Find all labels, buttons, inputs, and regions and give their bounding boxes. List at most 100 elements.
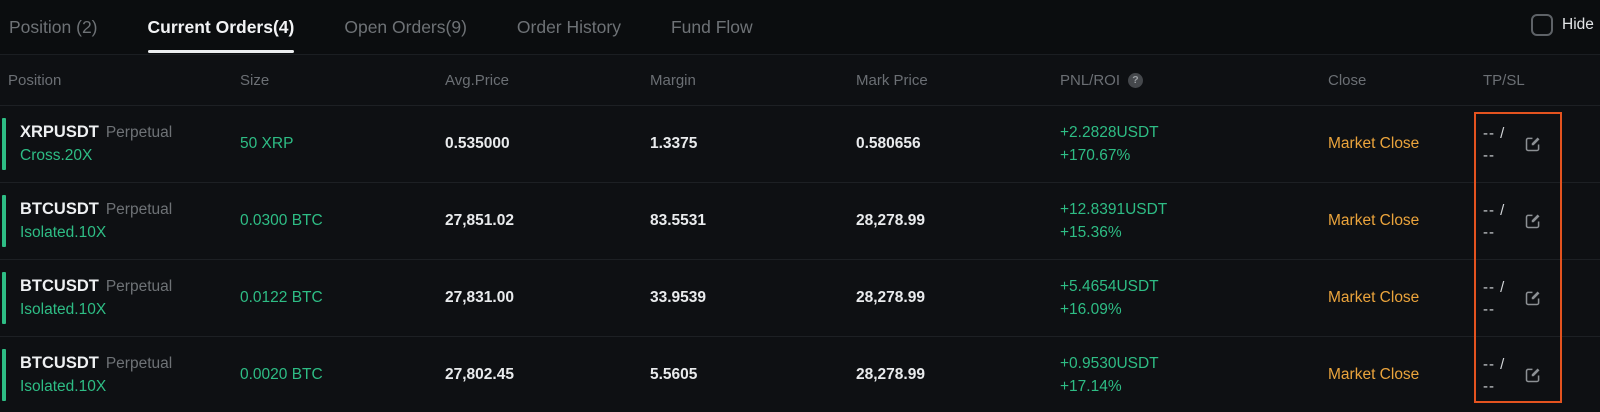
sl-value: --	[1483, 146, 1495, 164]
tp-value: -- /	[1483, 355, 1506, 373]
pnl-value: +12.8391USDT	[1060, 200, 1168, 218]
position-cell: BTCUSDT Perpetual Isolated.10X	[20, 183, 172, 259]
market-close-button[interactable]: Market Close	[1328, 289, 1420, 306]
sl-value: --	[1483, 300, 1495, 318]
pnl-value: +5.4654USDT	[1060, 277, 1159, 295]
market-close-button[interactable]: Market Close	[1328, 212, 1420, 229]
header-avg-price: Avg.Price	[445, 71, 509, 89]
table-row: XRPUSDT Perpetual Cross.20X 50 XRP 0.535…	[0, 106, 1600, 183]
table-row: BTCUSDT Perpetual Isolated.10X 0.0300 BT…	[0, 183, 1600, 260]
contract-type-label: Perpetual	[105, 124, 173, 141]
tab-label: Fund Flow	[670, 16, 753, 37]
size-value: 50 XRP	[240, 135, 294, 152]
margin-mode-label: Isolated.10X	[20, 378, 107, 395]
active-tab-underline	[147, 50, 295, 53]
mark-price-value: 28,278.99	[856, 212, 925, 229]
roi-value: +17.14%	[1060, 377, 1122, 395]
position-cell: BTCUSDT Perpetual Isolated.10X	[20, 337, 172, 412]
table-row: BTCUSDT Perpetual Isolated.10X 0.0122 BT…	[0, 260, 1600, 337]
margin-value: 1.3375	[650, 135, 698, 152]
long-position-indicator-bar	[2, 272, 6, 324]
roi-value: +16.09%	[1060, 300, 1122, 318]
header-margin: Margin	[650, 71, 696, 89]
symbol-label: BTCUSDT	[20, 354, 99, 372]
long-position-indicator-bar	[2, 195, 6, 247]
tab-fund-flow[interactable]: Fund Flow	[671, 0, 753, 54]
header-close: Close	[1328, 71, 1367, 89]
help-icon[interactable]: ?	[1128, 72, 1144, 88]
header-mark-price: Mark Price	[856, 71, 928, 89]
market-close-button[interactable]: Market Close	[1328, 366, 1420, 383]
symbol-label: XRPUSDT	[20, 123, 99, 141]
hide-checkbox[interactable]	[1531, 14, 1553, 36]
header-pnl-roi-label: PNL/ROI	[1060, 71, 1121, 89]
hide-toggle-group: Hide	[1531, 14, 1594, 36]
tab-current-orders[interactable]: Current Orders(4)	[147, 0, 295, 54]
header-tp-sl: TP/SL	[1483, 71, 1525, 89]
margin-value: 33.9539	[650, 289, 707, 306]
tab-order-history[interactable]: Order History	[517, 0, 621, 54]
pnl-value: +0.9530USDT	[1060, 354, 1159, 372]
table-row: BTCUSDT Perpetual Isolated.10X 0.0020 BT…	[0, 337, 1600, 412]
mark-price-value: 28,278.99	[856, 366, 925, 383]
tp-sl-cell: -- / --	[1483, 183, 1505, 259]
size-value: 0.0122 BTC	[240, 289, 323, 306]
avg-price-value: 27,802.45	[445, 366, 514, 383]
edit-tpsl-icon[interactable]	[1524, 212, 1542, 230]
size-value: 0.0020 BTC	[240, 366, 323, 383]
roi-value: +170.67%	[1060, 146, 1131, 164]
long-position-indicator-bar	[2, 118, 6, 170]
symbol-label: BTCUSDT	[20, 277, 99, 295]
edit-tpsl-icon[interactable]	[1524, 135, 1542, 153]
header-size: Size	[240, 71, 270, 89]
margin-value: 5.5605	[650, 366, 698, 383]
header-position: Position	[8, 71, 62, 89]
tab-label: Position (2)	[9, 16, 98, 37]
pnl-roi-cell: +12.8391USDT +15.36%	[1060, 183, 1167, 259]
contract-type-label: Perpetual	[105, 355, 173, 372]
tp-sl-cell: -- / --	[1483, 260, 1505, 336]
tp-value: -- /	[1483, 124, 1506, 142]
tp-value: -- /	[1483, 278, 1506, 296]
position-cell: BTCUSDT Perpetual Isolated.10X	[20, 260, 172, 336]
tab-label: Order History	[516, 16, 621, 37]
margin-mode-label: Cross.20X	[20, 147, 93, 164]
edit-tpsl-icon[interactable]	[1524, 289, 1542, 307]
roi-value: +15.36%	[1060, 223, 1122, 241]
tab-position[interactable]: Position (2)	[9, 0, 98, 54]
market-close-button[interactable]: Market Close	[1328, 135, 1420, 152]
pnl-value: +2.2828USDT	[1060, 123, 1159, 141]
margin-value: 83.5531	[650, 212, 707, 229]
avg-price-value: 27,831.00	[445, 289, 514, 306]
pnl-roi-cell: +2.2828USDT +170.67%	[1060, 106, 1159, 182]
position-cell: XRPUSDT Perpetual Cross.20X	[20, 106, 172, 182]
header-pnl-roi: PNL/ROI ?	[1060, 55, 1144, 105]
hide-label: Hide	[1562, 16, 1594, 33]
tab-bar: Position (2) Current Orders(4) Open Orde…	[0, 0, 1600, 55]
tab-label: Current Orders(4)	[147, 16, 295, 37]
tab-open-orders[interactable]: Open Orders(9)	[344, 0, 467, 54]
table-header-row: Position Size Avg.Price Margin Mark Pric…	[0, 55, 1600, 105]
size-value: 0.0300 BTC	[240, 212, 323, 229]
long-position-indicator-bar	[2, 349, 6, 401]
symbol-label: BTCUSDT	[20, 200, 99, 218]
sl-value: --	[1483, 223, 1495, 241]
tp-sl-cell: -- / --	[1483, 337, 1505, 412]
edit-tpsl-icon[interactable]	[1524, 366, 1542, 384]
orders-table-body: XRPUSDT Perpetual Cross.20X 50 XRP 0.535…	[0, 105, 1600, 412]
margin-mode-label: Isolated.10X	[20, 224, 107, 241]
mark-price-value: 28,278.99	[856, 289, 925, 306]
avg-price-value: 0.535000	[445, 135, 510, 152]
margin-mode-label: Isolated.10X	[20, 301, 107, 318]
sl-value: --	[1483, 377, 1495, 395]
tp-sl-cell: -- / --	[1483, 106, 1505, 182]
contract-type-label: Perpetual	[105, 278, 173, 295]
avg-price-value: 27,851.02	[445, 212, 514, 229]
tab-label: Open Orders(9)	[344, 16, 467, 37]
mark-price-value: 0.580656	[856, 135, 921, 152]
contract-type-label: Perpetual	[105, 201, 173, 218]
tp-value: -- /	[1483, 201, 1506, 219]
pnl-roi-cell: +5.4654USDT +16.09%	[1060, 260, 1159, 336]
pnl-roi-cell: +0.9530USDT +17.14%	[1060, 337, 1159, 412]
